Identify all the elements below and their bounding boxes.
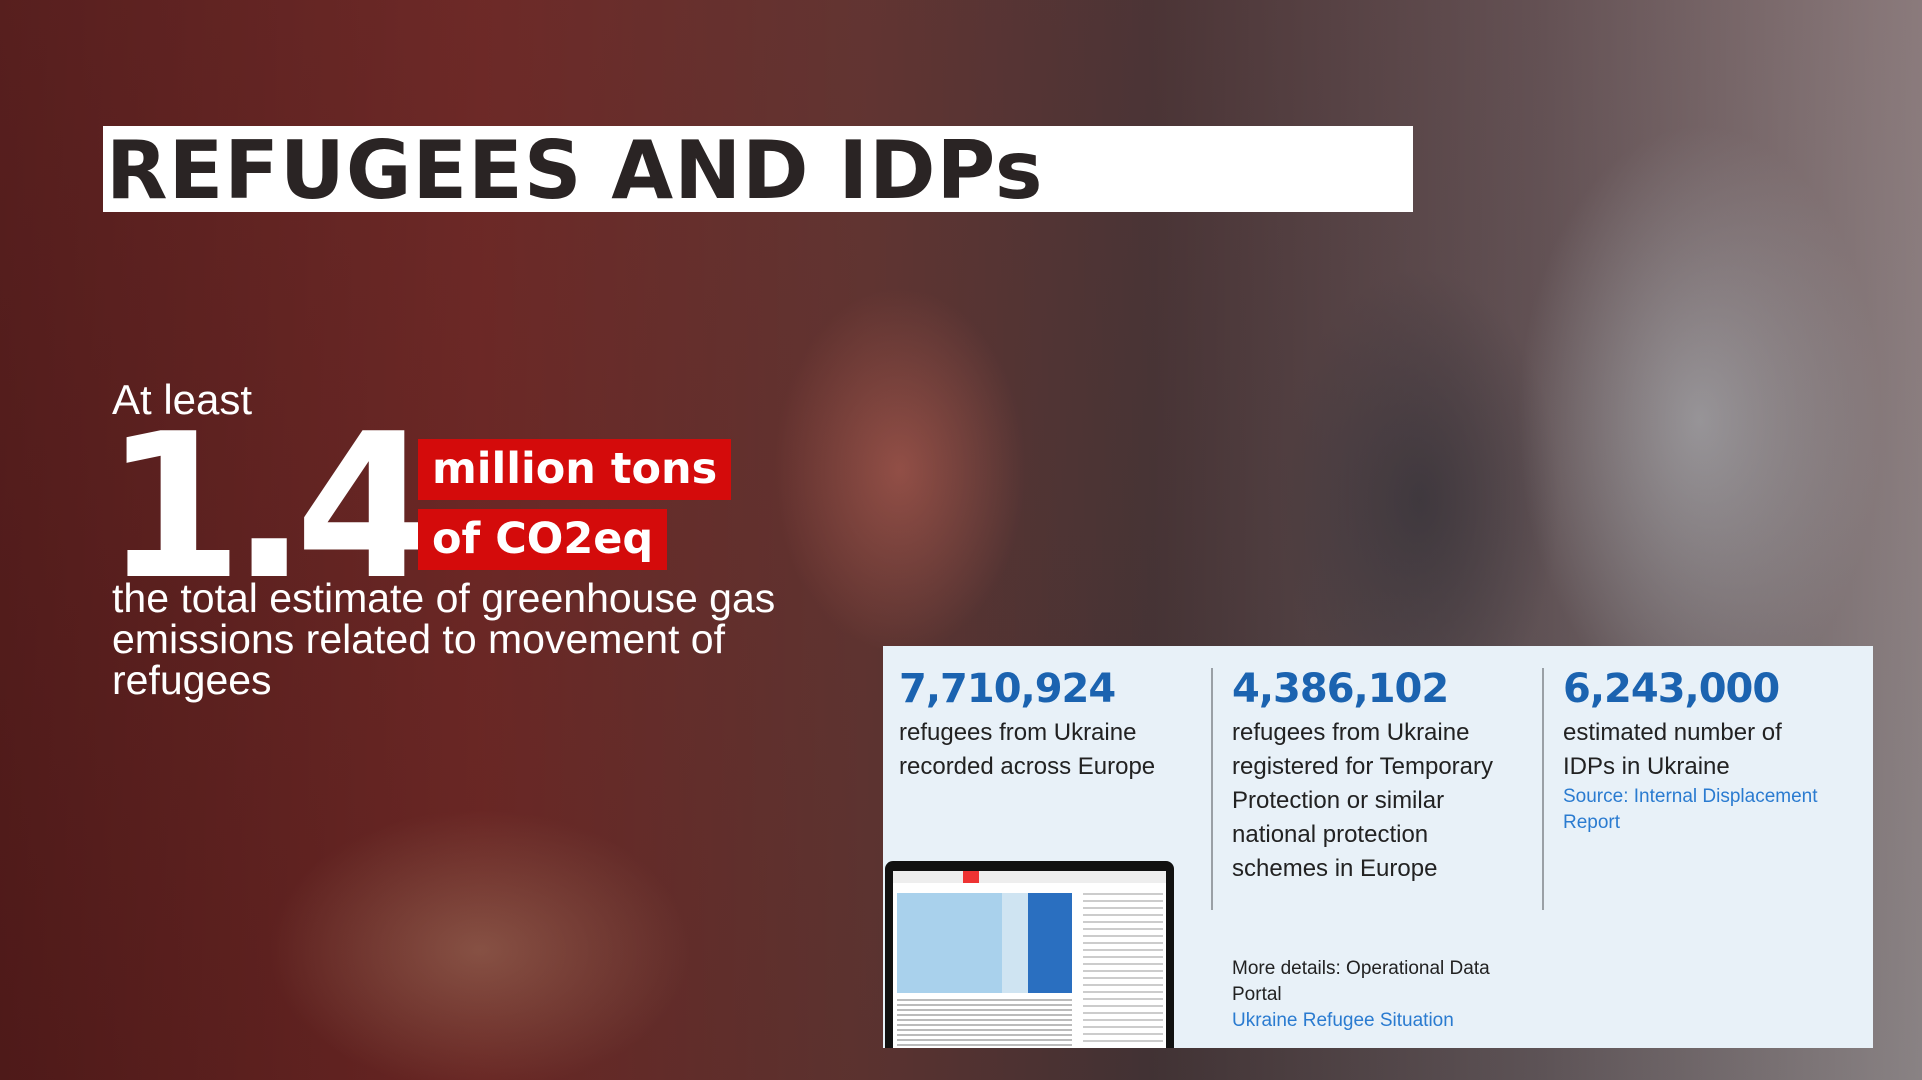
source-link[interactable]: Source: Internal Displacement Report [1563,786,1818,833]
stat-label: refugees from Ukraine recorded across Eu… [899,719,1156,780]
more-details-text: More details: Operational Data Portal [1232,958,1490,1005]
emissions-value: 1.4 [104,391,434,624]
stat-temporary-protection: 4,386,102 refugees from Ukraine register… [1232,666,1532,886]
ukraine-refugee-situation-link[interactable]: Ukraine Refugee Situation [1232,1010,1454,1031]
stat-label: refugees from Ukraine registered for Tem… [1232,719,1493,882]
emissions-unit-line1: million tons [418,439,732,500]
stat-value: 6,243,000 [1563,666,1780,712]
stat-idps: 6,243,000 estimated number of IDPs in Uk… [1563,666,1863,836]
divider [1211,668,1213,910]
data-portal-screenshot [885,861,1174,1048]
emissions-unit-line2: of CO2eq [418,509,668,570]
more-details: More details: Operational Data Portal Uk… [1232,956,1492,1034]
stat-refugees-europe: 7,710,924 refugees from Ukraine recorded… [899,666,1199,784]
stat-label: estimated number of IDPs in Ukraine [1563,719,1782,780]
map-thumbnail [897,893,1072,993]
stat-value: 4,386,102 [1232,666,1449,712]
title-banner [103,126,1413,212]
stats-panel: 7,710,924 refugees from Ukraine recorded… [883,646,1873,1048]
emissions-description: the total estimate of greenhouse gas emi… [112,575,776,703]
page-title: REFUGEES AND IDPs [106,124,1044,217]
emissions-prefix: At least [112,376,253,423]
divider [1542,668,1544,910]
stat-value: 7,710,924 [899,666,1116,712]
